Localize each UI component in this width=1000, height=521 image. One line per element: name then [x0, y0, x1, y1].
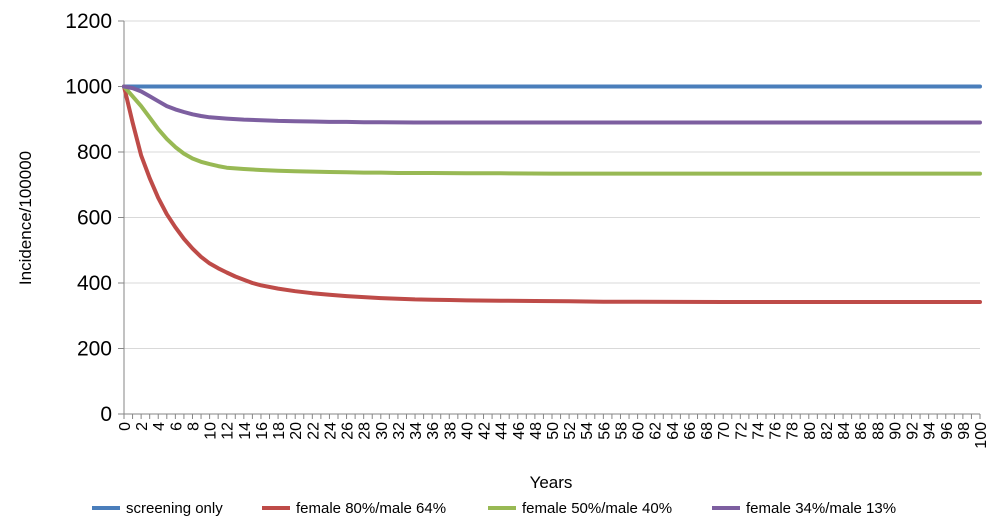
x-tick-label: 96: [939, 422, 956, 440]
x-tick-label: 88: [870, 422, 887, 440]
y-tick-label: 600: [77, 207, 112, 230]
x-tick-label: 84: [836, 422, 853, 440]
x-tick-label: 42: [477, 422, 494, 440]
x-tick-label: 34: [408, 422, 425, 440]
x-tick-label: 12: [220, 422, 237, 440]
x-tick-label: 26: [340, 422, 357, 440]
x-tick-label: 74: [750, 422, 767, 440]
x-axis-title: Years: [530, 473, 573, 492]
x-tick-label: 14: [237, 422, 254, 440]
legend-label-1: female 80%/male 64%: [296, 500, 446, 517]
x-tick-label: 60: [631, 422, 648, 440]
y-tick-label: 400: [77, 272, 112, 295]
x-tick-label: 36: [425, 422, 442, 440]
x-tick-label: 0: [117, 422, 134, 431]
legend: screening only female 80%/male 64% female …: [92, 500, 896, 517]
y-tick-label: 1200: [65, 10, 112, 33]
x-tick-label: 22: [305, 422, 322, 440]
x-tick-label: 40: [459, 422, 476, 440]
y-axis-title: Incidence/100000: [16, 151, 35, 285]
x-tick-label: 6: [168, 422, 185, 431]
x-tick-label: 20: [288, 422, 305, 440]
x-tick-label: 100: [973, 422, 990, 449]
x-tick-label: 48: [528, 422, 545, 440]
x-tick-label: 30: [374, 422, 391, 440]
x-tick-label: 86: [853, 422, 870, 440]
x-tick-label: 58: [613, 422, 630, 440]
x-tick-label: 64: [665, 422, 682, 440]
legend-label-0: screening only: [126, 500, 223, 517]
series-line-3: [122, 84, 982, 125]
x-tick-label: 70: [716, 422, 733, 440]
x-tick-label: 2: [134, 422, 151, 431]
x-tick-label: 90: [887, 422, 904, 440]
x-tick-label: 62: [648, 422, 665, 440]
x-tick-label: 46: [511, 422, 528, 440]
x-tick-labels: 0 2 4 6 8 10 12 14 16 18 20 22 24 26 28 30 32 34 36 38 40 42 4…: [117, 414, 990, 449]
y-tick-label: 800: [77, 141, 112, 164]
legend-label-3: female 34%/male 13%: [746, 500, 896, 517]
legend-label-2: female 50%/male 40%: [522, 500, 672, 517]
x-tick-label: 92: [905, 422, 922, 440]
x-tick-label: 54: [579, 422, 596, 440]
x-tick-label: 24: [322, 422, 339, 440]
x-tick-label: 76: [768, 422, 785, 440]
x-tick-label: 32: [391, 422, 408, 440]
x-tick-label: 52: [562, 422, 579, 440]
x-tick-label: 94: [922, 422, 939, 440]
y-tick-labels: 0 200 400 600 800 1000 1200: [65, 10, 124, 426]
x-tick-label: 38: [442, 422, 459, 440]
x-tick-label: 82: [819, 422, 836, 440]
x-tick-label: 8: [185, 422, 202, 431]
x-tick-label: 10: [203, 422, 220, 440]
y-tick-label: 1000: [65, 76, 112, 99]
x-tick-label: 98: [956, 422, 973, 440]
x-tick-label: 66: [682, 422, 699, 440]
x-tick-label: 50: [545, 422, 562, 440]
series-line-2: [122, 84, 982, 176]
x-tick-label: 16: [254, 422, 271, 440]
x-tick-label: 68: [699, 422, 716, 440]
x-tick-label: 28: [357, 422, 374, 440]
y-tick-label: 0: [100, 403, 112, 426]
x-tick-label: 80: [802, 422, 819, 440]
x-tick-label: 4: [151, 422, 168, 431]
y-tick-label: 200: [77, 338, 112, 361]
x-tick-label: 78: [785, 422, 802, 440]
x-tick-label: 18: [271, 422, 288, 440]
series-lines: [122, 84, 982, 304]
x-tick-label: 56: [596, 422, 613, 440]
series-line-1: [122, 84, 982, 304]
x-tick-label: 44: [494, 422, 511, 440]
x-tick-label: 72: [733, 422, 750, 440]
